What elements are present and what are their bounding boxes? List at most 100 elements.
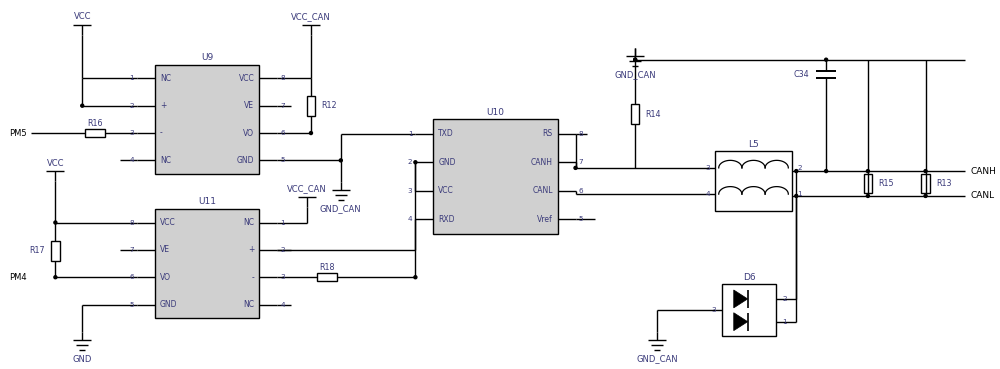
Text: R15: R15 [878, 179, 894, 188]
Text: CANH: CANH [970, 166, 996, 176]
Text: 2: 2 [782, 296, 787, 302]
Text: +: + [160, 101, 166, 110]
Text: 5: 5 [578, 217, 583, 223]
Text: NC: NC [243, 218, 254, 227]
Text: R17: R17 [30, 246, 45, 255]
Text: 6: 6 [578, 188, 583, 194]
Text: 3: 3 [129, 130, 134, 136]
Text: 3: 3 [711, 307, 716, 313]
Text: -: - [160, 128, 163, 138]
Bar [433, 119, 558, 234]
Text: VO: VO [243, 128, 254, 138]
Text: CANL: CANL [970, 192, 994, 200]
Text: PM4: PM4 [9, 273, 26, 282]
Text: 1: 1 [782, 319, 787, 325]
Text: PM5: PM5 [9, 128, 26, 138]
Text: 1: 1 [408, 131, 412, 137]
Text: R13: R13 [936, 179, 951, 188]
Bar [307, 96, 315, 115]
Text: +: + [248, 245, 254, 254]
Circle shape [866, 170, 869, 173]
Text: Vref: Vref [537, 215, 553, 224]
Text: 4: 4 [280, 301, 285, 308]
Text: VCC_CAN: VCC_CAN [287, 184, 327, 193]
Text: 4: 4 [408, 217, 412, 223]
Text: 6: 6 [129, 274, 134, 280]
Text: CANH: CANH [531, 158, 553, 167]
Text: VO: VO [160, 273, 171, 282]
Text: U9: U9 [201, 53, 213, 62]
Text: U10: U10 [486, 108, 504, 117]
Text: 7: 7 [578, 159, 583, 165]
Text: 3: 3 [280, 274, 285, 280]
Circle shape [339, 159, 342, 162]
Text: 7: 7 [129, 247, 134, 253]
Text: 2: 2 [129, 103, 134, 109]
Text: 1: 1 [280, 220, 285, 225]
Text: VE: VE [160, 245, 170, 254]
Text: 3: 3 [408, 188, 412, 194]
Bar [155, 209, 259, 318]
Circle shape [795, 170, 798, 173]
Text: GND_CAN: GND_CAN [614, 70, 656, 79]
Polygon shape [734, 313, 748, 331]
Text: U11: U11 [198, 197, 216, 206]
Text: TXD: TXD [438, 129, 454, 138]
Bar [51, 241, 60, 261]
Text: 6: 6 [280, 130, 285, 136]
Text: 2: 2 [408, 159, 412, 165]
Text: GND_CAN: GND_CAN [636, 355, 678, 363]
Text: R14: R14 [645, 110, 661, 119]
Text: 7: 7 [280, 103, 285, 109]
Circle shape [54, 276, 57, 279]
Circle shape [924, 170, 927, 173]
Text: VCC: VCC [160, 218, 176, 227]
Text: 3: 3 [705, 165, 710, 171]
Text: GND: GND [73, 355, 92, 363]
Circle shape [795, 194, 798, 197]
Text: 5: 5 [280, 158, 285, 163]
Text: 5: 5 [129, 301, 134, 308]
Circle shape [414, 161, 417, 164]
Circle shape [81, 104, 84, 107]
Text: R16: R16 [87, 119, 103, 128]
Text: NC: NC [160, 74, 171, 83]
Text: VCC: VCC [239, 74, 254, 83]
Bar [715, 151, 792, 211]
Bar [864, 173, 872, 193]
Bar [317, 273, 337, 282]
Text: 2: 2 [280, 247, 285, 253]
Text: 8: 8 [129, 220, 134, 225]
Text: 1: 1 [129, 75, 134, 81]
Text: D6: D6 [743, 273, 755, 282]
Text: 1: 1 [797, 191, 802, 197]
Bar [155, 65, 259, 174]
Text: C34: C34 [794, 70, 809, 79]
Text: RXD: RXD [438, 215, 455, 224]
Text: GND: GND [438, 158, 456, 167]
Text: R18: R18 [319, 263, 335, 272]
Circle shape [574, 166, 577, 169]
Text: GND: GND [160, 300, 177, 309]
Text: VCC: VCC [438, 186, 454, 195]
Text: GND_CAN: GND_CAN [320, 205, 362, 214]
Text: NC: NC [243, 300, 254, 309]
Text: 2: 2 [797, 165, 802, 171]
Polygon shape [734, 290, 748, 308]
Text: GND: GND [237, 156, 254, 165]
Text: RS: RS [543, 129, 553, 138]
Circle shape [634, 58, 637, 61]
Circle shape [309, 131, 312, 135]
Text: 8: 8 [280, 75, 285, 81]
Circle shape [825, 170, 828, 173]
Circle shape [54, 221, 57, 224]
Text: 4: 4 [129, 158, 134, 163]
Bar [921, 173, 930, 193]
Circle shape [924, 194, 927, 197]
Text: NC: NC [160, 156, 171, 165]
Bar [631, 104, 639, 124]
Text: R12: R12 [321, 101, 337, 110]
Text: VCC: VCC [47, 159, 64, 168]
Text: 4: 4 [705, 191, 710, 197]
Bar [722, 284, 776, 336]
